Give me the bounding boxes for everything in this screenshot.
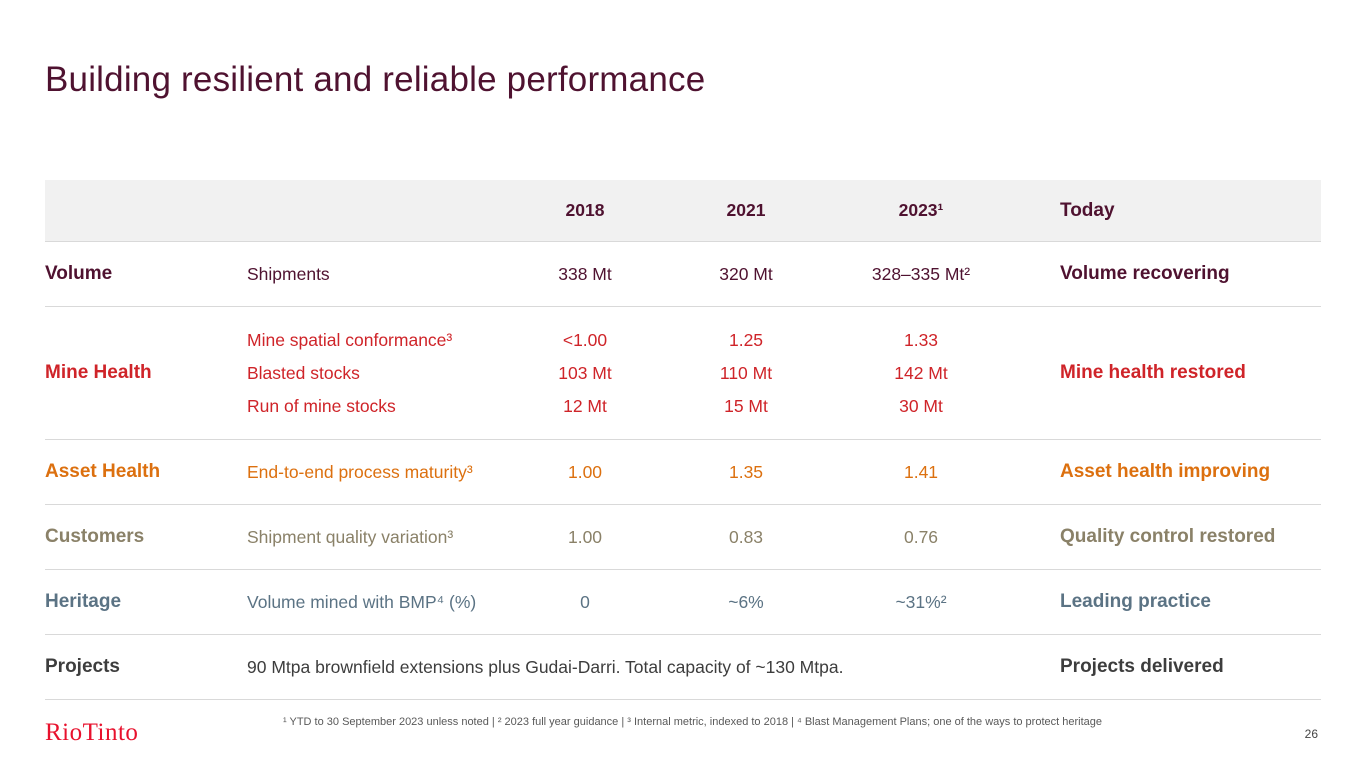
metric-value-2023: 1.33 [903,329,939,350]
metric-value-2023: 142 Mt [894,362,948,383]
metric-label: Blasted stocks [247,362,360,383]
metric-value-2018: 103 Mt [558,362,612,383]
metric-value-2023: 1.41 [903,461,939,482]
row-metrics: Shipment quality variation³ 1.00 0.83 0.… [247,521,1010,554]
row-metrics: Mine spatial conformance³ <1.00 1.25 1.3… [247,324,1010,423]
metric-label: Run of mine stocks [247,395,396,416]
category-label: Heritage [45,591,122,612]
header-spacer [247,194,510,227]
row-metrics: Volume mined with BMP⁴ (%) 0 ~6% ~31%² [247,586,1010,619]
category-label: Customers [45,526,145,547]
today-label: Leading practice [1060,591,1211,612]
row-metrics: End-to-end process maturity³ 1.00 1.35 1… [247,456,1010,489]
category-label: Projects [45,656,120,677]
header-year-columns: 2018 2021 2023¹ [247,194,1010,227]
table-header-row: 2018 2021 2023¹ Today [45,180,1321,242]
metric-label: Volume mined with BMP⁴ (%) [247,591,477,612]
metric-value-2021: 1.25 [728,329,764,350]
metric-value-2021: ~6% [728,591,764,612]
today-label: Volume recovering [1060,263,1230,284]
metric-value-2018: 1.00 [567,461,603,482]
page-number: 26 [1304,727,1318,741]
performance-table: 2018 2021 2023¹ Today Volume Shipments 3… [45,180,1321,700]
metric-value-2023: 328–335 Mt² [871,263,971,284]
metric-value-2021: 110 Mt [719,362,773,383]
category-label: Asset Health [45,461,161,482]
table-row-volume: Volume Shipments 338 Mt 320 Mt 328–335 M… [45,242,1321,307]
today-label: Asset health improving [1060,461,1271,482]
row-metrics: Shipments 338 Mt 320 Mt 328–335 Mt² [247,258,1010,291]
metric-value-2021: 320 Mt [719,263,773,284]
category-label: Volume [45,263,113,284]
row-metrics: 90 Mtpa brownfield extensions plus Gudai… [247,651,1010,684]
metric-value-2023: 0.76 [903,526,939,547]
category-label: Mine Health [45,362,152,383]
metric-value-2018: <1.00 [562,329,608,350]
column-header-2018: 2018 [565,200,605,220]
metric-value-2018: 338 Mt [558,263,612,284]
metric-value-2023: 30 Mt [899,395,943,416]
table-row-projects: Projects 90 Mtpa brownfield extensions p… [45,635,1321,700]
today-label: Quality control restored [1060,526,1276,547]
column-header-2021: 2021 [726,200,766,220]
table-row-customers: Customers Shipment quality variation³ 1.… [45,505,1321,570]
metric-value-2018: 0 [580,591,590,612]
column-header-today: Today [1060,199,1115,221]
metric-value-2021: 1.35 [728,461,764,482]
footnote: ¹ YTD to 30 September 2023 unless noted … [282,716,1102,728]
metric-label: Shipment quality variation³ [247,526,454,547]
metric-label: Mine spatial conformance³ [247,329,453,350]
metric-value-2021: 15 Mt [724,395,768,416]
metric-label: Shipments [247,263,330,284]
today-label: Projects delivered [1060,656,1224,677]
metric-value-2018: 12 Mt [563,395,607,416]
slide-title: Building resilient and reliable performa… [45,60,706,99]
table-row-asset-health: Asset Health End-to-end process maturity… [45,440,1321,505]
rio-tinto-logo: RioTinto [45,719,139,746]
metric-value-2023: ~31%² [895,591,947,612]
projects-summary-text: 90 Mtpa brownfield extensions plus Gudai… [247,656,844,677]
table-row-mine-health: Mine Health Mine spatial conformance³ <1… [45,307,1321,440]
metric-value-2021: 0.83 [728,526,764,547]
metric-label: End-to-end process maturity³ [247,461,473,482]
table-row-heritage: Heritage Volume mined with BMP⁴ (%) 0 ~6… [45,570,1321,635]
column-header-2023: 2023¹ [898,200,944,220]
today-label: Mine health restored [1060,362,1246,383]
metric-value-2018: 1.00 [567,526,603,547]
